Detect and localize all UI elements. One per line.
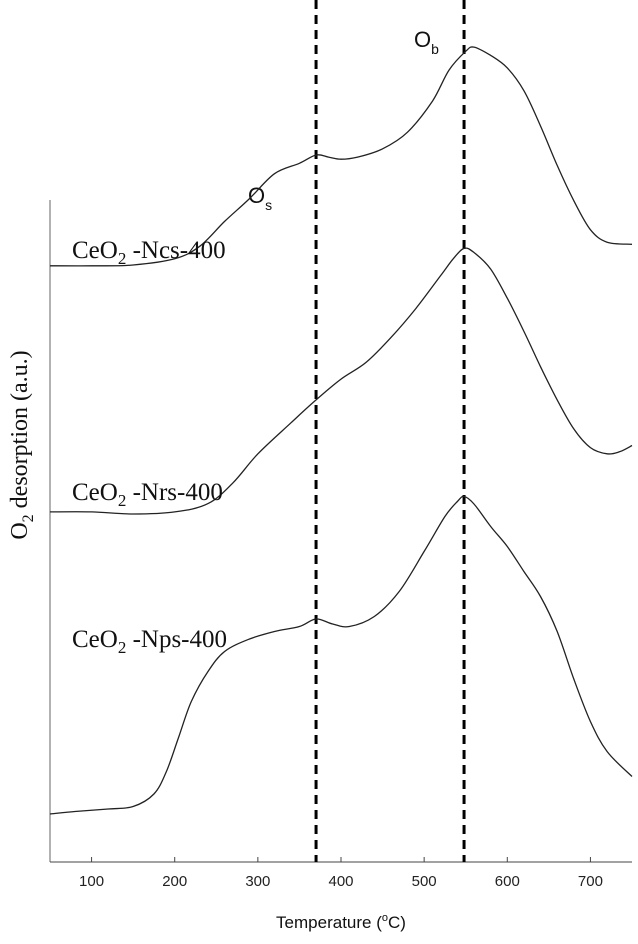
series-nrs-400-line <box>49 247 633 515</box>
y-axis-title-rest: desorption (a.u.) <box>7 350 33 514</box>
annotation-label-s: Os <box>248 183 272 213</box>
y-axis-title-sub: 2 <box>20 514 37 522</box>
series-label-rest: -Nrs-400 <box>126 479 223 506</box>
x-axis-title-prefix: Temperature ( <box>276 913 382 932</box>
y-axis-title-main: O <box>7 522 33 539</box>
series-label-sub: 2 <box>118 638 127 657</box>
annotation-label-sub: s <box>265 197 272 213</box>
x-tick-label: 200 <box>162 873 187 890</box>
x-tick-label: 500 <box>412 873 437 890</box>
series-ncs-400-label: CeO2 -Ncs-400 <box>72 237 226 268</box>
x-axis-title-suffix: C) <box>388 913 406 932</box>
x-axis-title-sup: o <box>382 912 388 924</box>
annotation-label-sub: b <box>431 41 439 57</box>
x-tick-label: 600 <box>495 873 520 890</box>
series-label-sub: 2 <box>118 249 127 268</box>
series-nrs-400-label: CeO2 -Nrs-400 <box>72 479 223 510</box>
series-nps-400-label: CeO2 -Nps-400 <box>72 626 227 657</box>
annotation-label-main: O <box>414 27 431 52</box>
plot-frame <box>49 200 632 863</box>
x-tick-label: 400 <box>328 873 353 890</box>
x-tick-label: 700 <box>578 873 603 890</box>
series-label-sub: 2 <box>118 491 127 510</box>
annotation-label-b: Ob <box>414 27 439 57</box>
series-nps-400-line <box>49 495 633 815</box>
tick-layer: 100 200 300 400 500 600 700 <box>79 857 603 890</box>
series-label-rest: -Nps-400 <box>126 626 227 653</box>
series-label-main: CeO <box>72 479 118 506</box>
x-tick-label: 300 <box>245 873 270 890</box>
series-label-main: CeO <box>72 626 118 653</box>
series-label-main: CeO <box>72 237 118 264</box>
series-label-rest: -Ncs-400 <box>126 237 225 264</box>
y-axis-title: O2 desorption (a.u.) <box>7 350 37 539</box>
annotation-label-main: O <box>248 183 265 208</box>
x-axis-title: Temperature (oC) <box>276 912 406 932</box>
series-ncs-400-line <box>49 46 633 267</box>
x-tick-label: 100 <box>79 873 104 890</box>
